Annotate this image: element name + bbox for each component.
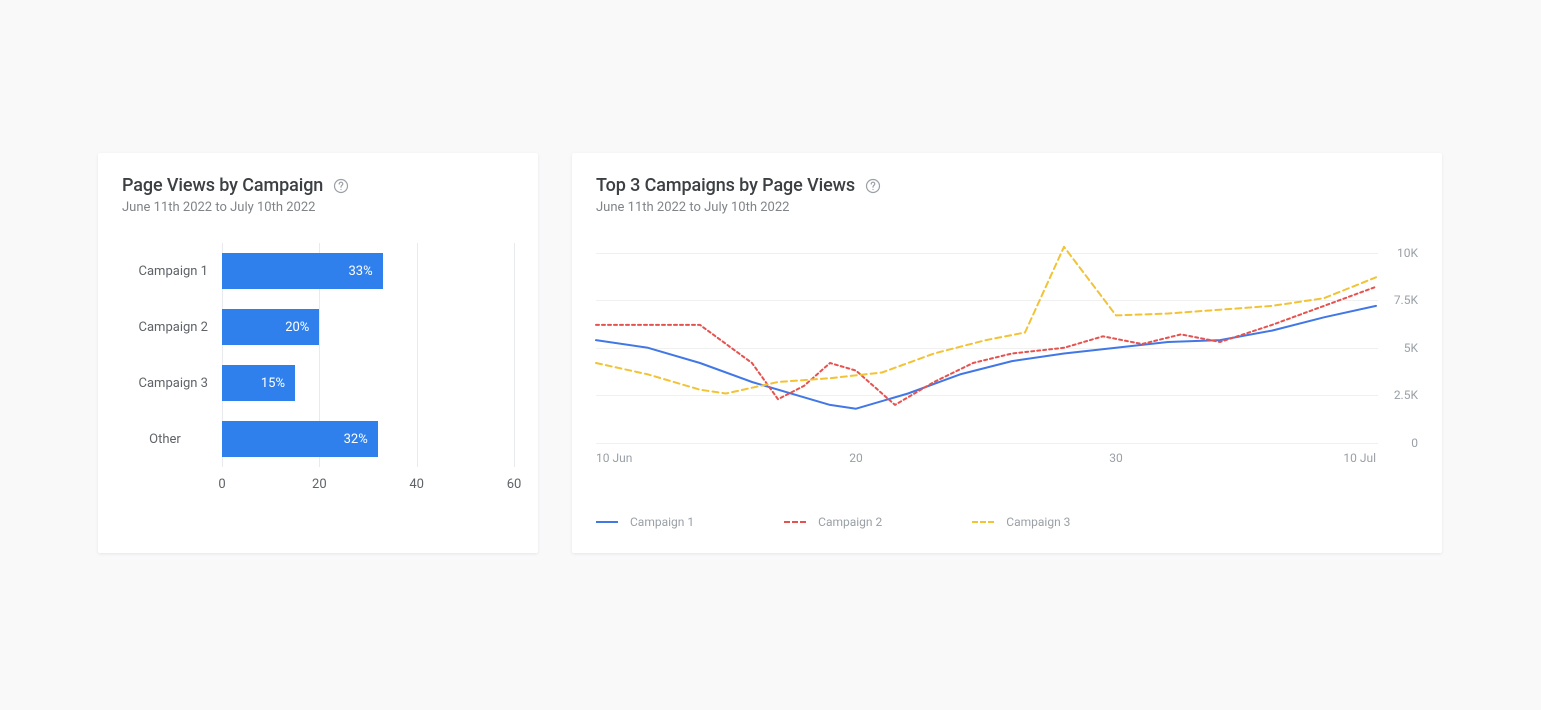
line-y-label: 7.5K — [1382, 293, 1418, 307]
card-title: Top 3 Campaigns by Page Views — [596, 175, 855, 196]
legend-label: Campaign 2 — [818, 515, 882, 529]
line-x-tick: 20 — [849, 451, 863, 465]
bar: 20% — [222, 309, 319, 345]
line-x-tick: 10 Jun — [596, 451, 632, 465]
line-chart: 0 2.5K 5K 7.5K 10K 10 Jun 20 30 10 Jul Campaign… — [596, 243, 1418, 529]
bar-label: Campaign 3 — [122, 376, 222, 391]
line-series — [596, 247, 1376, 394]
bar-track: 33% — [222, 253, 514, 289]
top-campaigns-line-card: Top 3 Campaigns by Page Views June 11th … — [572, 153, 1442, 553]
bar-track: 20% — [222, 309, 514, 345]
bar-gridline — [514, 243, 515, 467]
legend-item: Campaign 2 — [784, 515, 882, 529]
legend-item: Campaign 3 — [972, 515, 1070, 529]
legend-swatch — [596, 521, 618, 523]
help-icon[interactable] — [865, 178, 881, 194]
bar-chart: Campaign 133% Campaign 220% Campaign 315% O… — [122, 243, 514, 497]
legend-swatch — [784, 521, 806, 523]
legend-item: Campaign 1 — [596, 515, 694, 529]
chart-legend: Campaign 1 Campaign 2 Campaign 3 — [596, 515, 1418, 529]
page-views-by-campaign-card: Page Views by Campaign June 11th 2022 to… — [98, 153, 538, 553]
legend-label: Campaign 3 — [1006, 515, 1070, 529]
line-x-tick: 30 — [1109, 451, 1123, 465]
bar: 33% — [222, 253, 383, 289]
line-y-label: 5K — [1382, 341, 1418, 355]
line-x-tick: 10 Jul — [1343, 451, 1376, 465]
line-gridline — [596, 443, 1378, 444]
line-series — [596, 287, 1376, 405]
bar-label: Other — [122, 432, 222, 447]
bar-track: 15% — [222, 365, 514, 401]
line-y-label: 10K — [1382, 246, 1418, 260]
legend-swatch — [972, 521, 994, 523]
card-subtitle: June 11th 2022 to July 10th 2022 — [122, 200, 514, 215]
bar-x-tick: 40 — [409, 477, 424, 492]
bar-x-tick: 20 — [312, 477, 327, 492]
line-y-label: 2.5K — [1382, 388, 1418, 402]
bar-x-tick: 60 — [507, 477, 522, 492]
card-header: Top 3 Campaigns by Page Views — [596, 175, 1418, 196]
bar-plot-area: Campaign 133% Campaign 220% Campaign 315% O… — [122, 243, 514, 467]
line-y-label: 0 — [1382, 436, 1418, 450]
line-plot-area: 02.5K5K7.5K10K — [596, 243, 1418, 443]
line-svg — [596, 243, 1376, 443]
line-series — [596, 306, 1376, 409]
card-header: Page Views by Campaign — [122, 175, 514, 196]
bar-track: 32% — [222, 421, 514, 457]
bar-label: Campaign 2 — [122, 320, 222, 335]
line-x-axis: 10 Jun 20 30 10 Jul — [596, 451, 1418, 475]
bar: 32% — [222, 421, 378, 457]
bar-label: Campaign 1 — [122, 264, 222, 279]
legend-label: Campaign 1 — [630, 515, 694, 529]
bar: 15% — [222, 365, 295, 401]
card-subtitle: June 11th 2022 to July 10th 2022 — [596, 200, 1418, 215]
bar-x-tick: 0 — [218, 477, 225, 492]
dashboard: Page Views by Campaign June 11th 2022 to… — [98, 153, 1442, 553]
bar-x-axis: 0204060 — [122, 477, 514, 497]
card-title: Page Views by Campaign — [122, 175, 323, 196]
help-icon[interactable] — [333, 178, 349, 194]
